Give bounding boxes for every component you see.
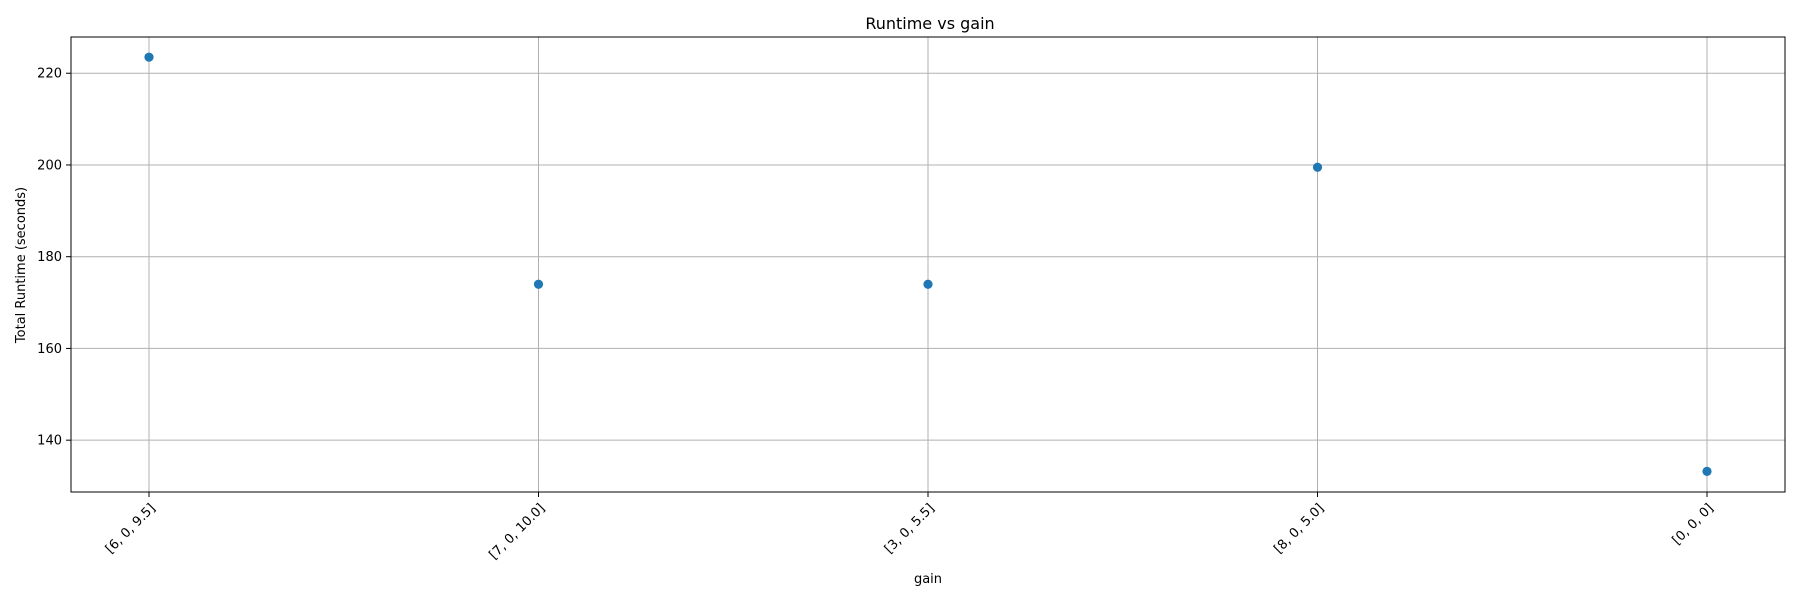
plot-area-frame [70, 36, 1786, 493]
data-point [1702, 466, 1712, 476]
y-tick-label: 220 [37, 67, 62, 82]
y-tick-label: 140 [37, 434, 62, 449]
x-axis-label: gain [914, 572, 942, 587]
data-point [923, 279, 933, 289]
y-tick-label: 200 [37, 158, 62, 173]
data-point [533, 279, 544, 289]
y-axis-label: Total Runtime (seconds) [14, 187, 29, 344]
data-points [144, 52, 1712, 476]
data-point [144, 52, 154, 62]
data-point [1312, 162, 1323, 172]
y-tick-label: 180 [37, 250, 62, 265]
grid-lines [71, 37, 1785, 492]
chart-title: Runtime vs gain [865, 14, 994, 33]
y-tick-label: 160 [37, 342, 62, 357]
